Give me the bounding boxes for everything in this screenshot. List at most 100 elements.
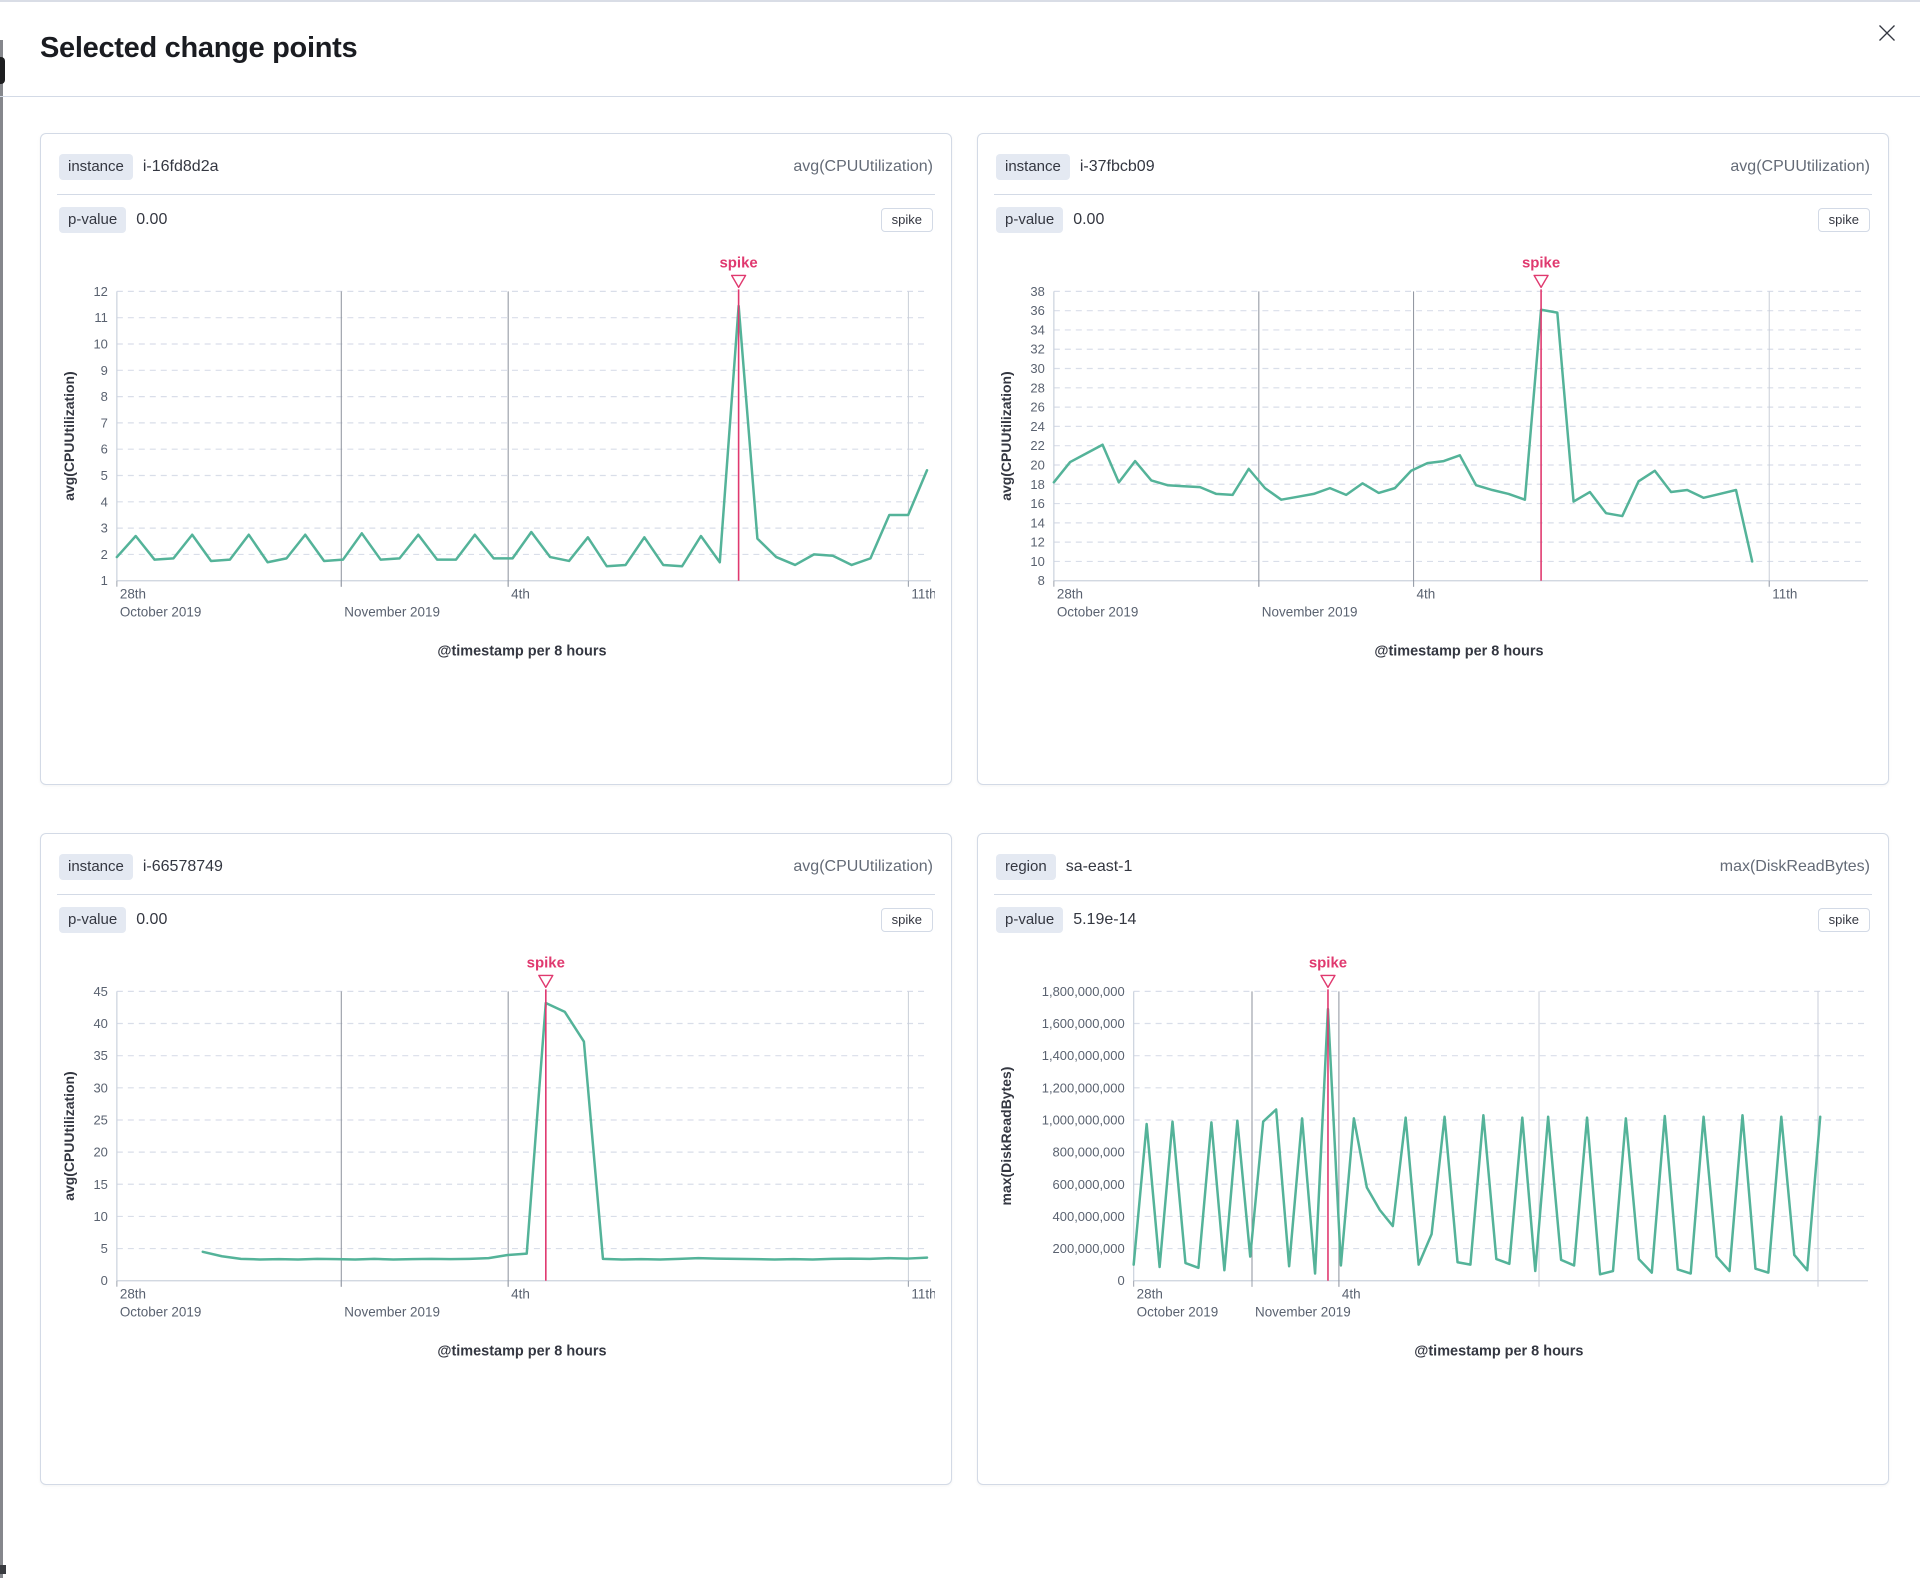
metric-label: avg(CPUUtilization): [793, 858, 933, 875]
change-point-chart: 0 5 10 15 20 25 30 35 40 45 28th October 2019 Novemb…: [61, 954, 935, 1360]
change-point-chart: 0 200,000,000 400,000,000 600,000,000 800,00…: [998, 954, 1869, 1360]
svg-text:@timestamp per 8 hours: @timestamp per 8 hours: [1374, 644, 1543, 660]
svg-text:11: 11: [94, 310, 107, 325]
page-title: Selected change points: [40, 31, 358, 64]
background-page-edge-left: [0, 40, 3, 1578]
svg-text:10: 10: [93, 1209, 107, 1224]
svg-text:1,200,000,000: 1,200,000,000: [1042, 1080, 1125, 1095]
svg-text:40: 40: [93, 1016, 107, 1031]
field-name-badge: instance: [59, 154, 133, 180]
metric-label: max(DiskReadBytes): [1719, 858, 1870, 875]
p-value: 5.19e-14: [1073, 911, 1137, 928]
panel-subheader: p-value 0.00 spike: [994, 195, 1872, 235]
svg-text:45: 45: [93, 984, 107, 999]
svg-text:5: 5: [101, 468, 108, 483]
svg-text:November 2019: November 2019: [1255, 1305, 1351, 1320]
metric-label: avg(CPUUtilization): [793, 158, 933, 175]
svg-text:30: 30: [93, 1080, 107, 1095]
change-point-panel-1: instance i-16fd8d2a avg(CPUUtilization) …: [40, 133, 952, 785]
field-value: sa-east-1: [1065, 858, 1133, 875]
change-type-badge: spike: [880, 208, 933, 232]
p-value: 0.00: [136, 911, 168, 928]
change-type-badge: spike: [1817, 908, 1870, 932]
svg-text:14: 14: [1030, 515, 1044, 530]
p-value-badge: p-value: [59, 907, 127, 933]
svg-text:spike: spike: [1522, 254, 1560, 271]
svg-text:36: 36: [1030, 303, 1044, 318]
svg-text:November 2019: November 2019: [1262, 605, 1358, 620]
metric-label: avg(CPUUtilization): [1730, 158, 1870, 175]
svg-text:15: 15: [93, 1177, 107, 1192]
svg-text:28: 28: [1030, 380, 1044, 395]
svg-text:10: 10: [93, 336, 107, 351]
svg-text:4th: 4th: [1342, 1287, 1361, 1302]
field-value: i-16fd8d2a: [142, 158, 219, 175]
field-value: i-37fbcb09: [1079, 158, 1155, 175]
svg-text:October 2019: October 2019: [1137, 1305, 1219, 1320]
p-value-badge: p-value: [996, 207, 1064, 233]
svg-text:16: 16: [1030, 496, 1044, 511]
svg-text:October 2019: October 2019: [120, 605, 202, 620]
panel-header: region sa-east-1 max(DiskReadBytes): [994, 848, 1872, 895]
field-name-badge: instance: [59, 854, 133, 880]
svg-text:12: 12: [1030, 535, 1044, 550]
svg-text:38: 38: [1030, 284, 1044, 299]
panel-header: instance i-37fbcb09 avg(CPUUtilization): [994, 148, 1872, 195]
svg-text:600,000,000: 600,000,000: [1053, 1177, 1125, 1192]
svg-text:25: 25: [93, 1112, 107, 1127]
change-point-panel-2: instance i-37fbcb09 avg(CPUUtilization) …: [977, 133, 1889, 785]
svg-text:11th: 11th: [911, 1287, 935, 1302]
svg-text:400,000,000: 400,000,000: [1053, 1209, 1125, 1224]
svg-text:28th: 28th: [1137, 1287, 1163, 1302]
svg-text:18: 18: [1030, 477, 1044, 492]
svg-text:26: 26: [1030, 400, 1044, 415]
svg-text:20: 20: [1030, 457, 1044, 472]
svg-text:1,600,000,000: 1,600,000,000: [1042, 1016, 1125, 1031]
svg-text:11th: 11th: [1772, 587, 1797, 602]
svg-text:34: 34: [1030, 322, 1044, 337]
svg-text:@timestamp per 8 hours: @timestamp per 8 hours: [437, 1344, 606, 1360]
svg-text:2: 2: [101, 547, 108, 562]
svg-text:avg(CPUUtilization): avg(CPUUtilization): [61, 1071, 77, 1200]
svg-text:22: 22: [1030, 438, 1044, 453]
change-points-grid: instance i-16fd8d2a avg(CPUUtilization) …: [0, 97, 1920, 1485]
svg-text:4th: 4th: [1417, 587, 1436, 602]
change-point-panel-3: instance i-66578749 avg(CPUUtilization) …: [40, 833, 952, 1485]
svg-text:28th: 28th: [120, 587, 146, 602]
svg-text:@timestamp per 8 hours: @timestamp per 8 hours: [437, 644, 606, 660]
svg-text:max(DiskReadBytes): max(DiskReadBytes): [998, 1067, 1014, 1206]
close-button[interactable]: [1870, 16, 1904, 50]
svg-text:8: 8: [1038, 573, 1045, 588]
p-value: 0.00: [136, 211, 168, 228]
svg-text:32: 32: [1030, 342, 1044, 357]
background-page-edge-top: [0, 0, 1920, 2]
svg-text:6: 6: [101, 442, 108, 457]
svg-text:October 2019: October 2019: [1057, 605, 1139, 620]
p-value-badge: p-value: [59, 207, 127, 233]
svg-text:October 2019: October 2019: [120, 1305, 202, 1320]
svg-text:11th: 11th: [911, 587, 935, 602]
svg-text:@timestamp per 8 hours: @timestamp per 8 hours: [1414, 1344, 1583, 1360]
field-value: i-66578749: [142, 858, 223, 875]
svg-text:8: 8: [101, 389, 108, 404]
close-icon: [1879, 25, 1895, 41]
panel-header: instance i-16fd8d2a avg(CPUUtilization): [57, 148, 935, 195]
change-type-badge: spike: [880, 908, 933, 932]
svg-text:avg(CPUUtilization): avg(CPUUtilization): [998, 371, 1014, 500]
svg-text:1,800,000,000: 1,800,000,000: [1042, 984, 1125, 999]
background-page-fragment: [0, 57, 5, 84]
svg-text:1,400,000,000: 1,400,000,000: [1042, 1048, 1125, 1063]
svg-text:4: 4: [101, 494, 108, 509]
svg-text:10: 10: [1030, 554, 1044, 569]
svg-text:spike: spike: [719, 254, 757, 271]
svg-text:1,000,000,000: 1,000,000,000: [1042, 1112, 1125, 1127]
p-value-badge: p-value: [996, 907, 1064, 933]
svg-text:28th: 28th: [120, 1287, 146, 1302]
svg-text:12: 12: [93, 284, 107, 299]
panel-subheader: p-value 5.19e-14 spike: [994, 895, 1872, 935]
panel-subheader: p-value 0.00 spike: [57, 895, 935, 935]
svg-text:3: 3: [101, 521, 108, 536]
svg-text:1: 1: [101, 573, 108, 588]
svg-text:spike: spike: [1309, 954, 1347, 971]
